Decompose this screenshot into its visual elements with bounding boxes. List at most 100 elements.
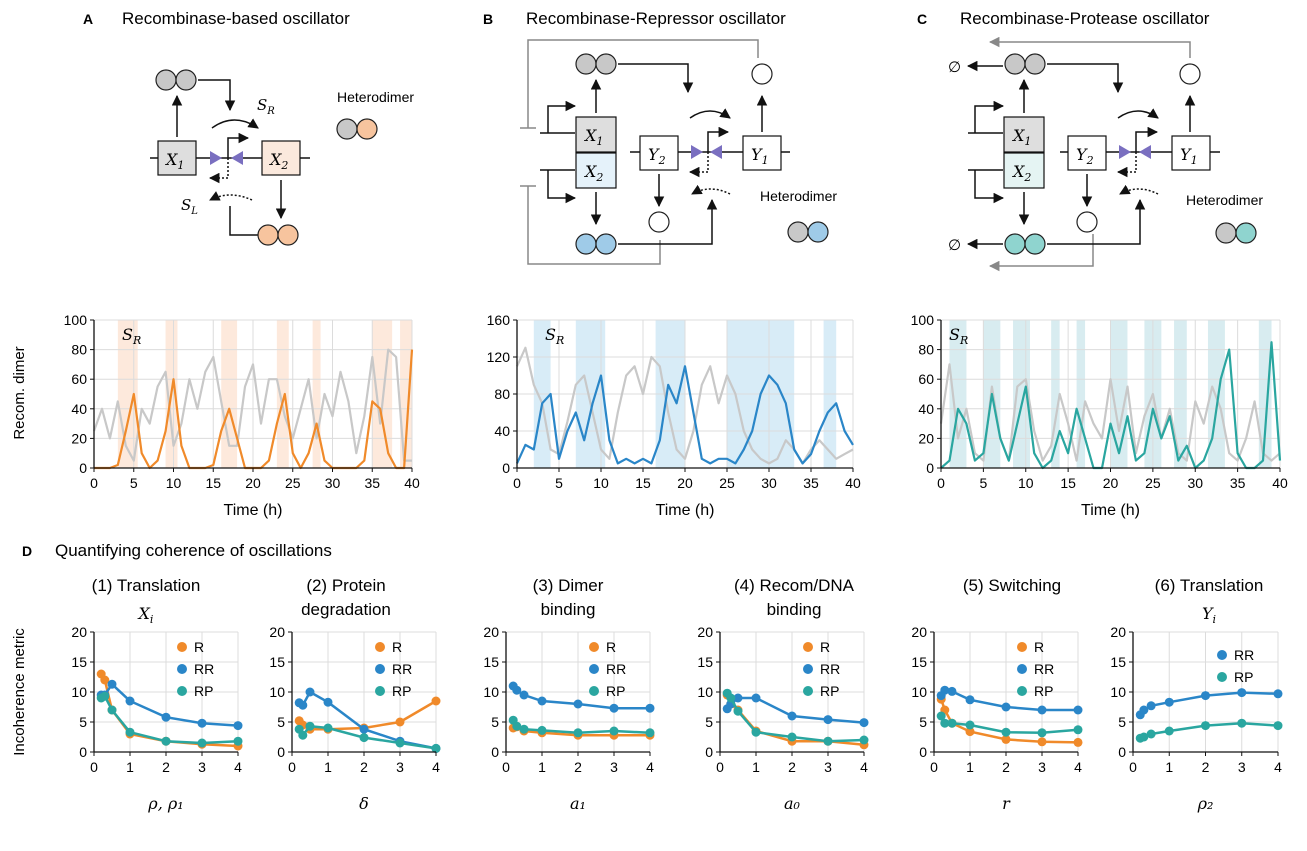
data-point-RP [1001,727,1011,737]
panel-letter-d: D [22,543,32,559]
series-line-blue [515,365,854,465]
svg-text:Y2: Y2 [648,145,666,167]
panel-letter-a: A [83,11,93,27]
y-tick-label: 15 [269,654,285,670]
x-tick-label: 2 [1202,759,1210,775]
x-tick-label: 3 [824,759,832,775]
x-tick-label: 30 [325,475,341,491]
data-point-RR [1073,705,1083,715]
panel-title-c: Recombinase-Protease oscillator [960,9,1210,28]
subplot-title: (2) Protein [306,576,385,595]
shaded-interval [221,320,238,468]
legend-label-RP: RP [820,683,839,699]
y-tick-label: 5 [79,714,87,730]
y-tick-label: 100 [911,312,935,328]
x-tick-label: 1 [752,759,760,775]
data-point-RP [359,733,369,743]
x-tick-label: 0 [1129,759,1137,775]
x-tick-label: 3 [198,759,206,775]
x-tick-label: 30 [1187,475,1203,491]
subplot-title: (6) Translation [1155,576,1264,595]
data-point-RP [107,705,117,715]
subplot-title-line2: binding [767,600,822,619]
x-tick-label: 4 [1074,759,1082,775]
legend-marker-RR [177,664,187,674]
data-point-R [431,696,441,706]
y-tick-label: 5 [1118,714,1126,730]
y-tick-label: 80 [494,386,510,402]
data-point-RP [645,728,655,738]
time-series-c: 0 20 40 60 80 100 0 5 10 15 20 25 30 35 40 Time (h) SR [911,312,1288,519]
y-tick-label: 10 [483,684,499,700]
y-tick-label: 5 [919,714,927,730]
data-point-RR [1037,705,1047,715]
data-point-RP [197,738,207,748]
panel-title-d: Quantifying coherence of oscillations [55,541,332,560]
x-axis-label: δ [359,794,369,813]
heterodimer-icon [336,118,358,140]
data-point-R [100,675,110,685]
data-point-RR [787,711,797,721]
legend-marker-R [589,642,599,652]
data-point-RP [859,735,869,745]
x-tick-label: 10 [166,475,182,491]
data-point-RP [1273,721,1283,731]
x-tick-label: 40 [404,475,420,491]
legend-label-RP: RP [1234,669,1253,685]
x-tick-label: 20 [245,475,261,491]
data-point-RR [751,693,761,703]
heterodimer-label-a: Heterodimer [337,89,414,105]
svg-text:Y2: Y2 [1076,145,1094,167]
panel-title-a: Recombinase-based oscillator [122,9,350,28]
x-tick-label: 0 [502,759,510,775]
y-tick-label: 20 [1110,624,1126,640]
data-point-RR [1164,697,1174,707]
x-tick-label: 5 [555,475,563,491]
data-point-RP [125,727,135,737]
y-tick-label: 80 [918,342,934,358]
data-point-RR [965,695,975,705]
series-line-gray [92,348,412,462]
y-tick-label: 0 [277,744,285,760]
y-tick-label: 60 [918,371,934,387]
x-tick-label: 1 [126,759,134,775]
data-point-RP [519,724,529,734]
legend-marker-RR [1017,664,1027,674]
shaded-interval [1051,320,1060,468]
metric-ylabel: Incoherence metric [11,628,28,756]
x-tick-label: 4 [646,759,654,775]
time-series-a: 0 20 40 60 80 100 0 5 10 15 20 25 30 35 40 Time (h) SR [64,312,420,519]
x-tick-label: 25 [1145,475,1161,491]
legend-marker-RP [803,686,813,696]
x-tick-label: 3 [396,759,404,775]
data-point-R [965,727,975,737]
data-point-RR [1146,701,1156,711]
data-point-RP [1139,732,1149,742]
data-point-RR [519,690,529,700]
data-point-RR [233,721,243,731]
data-point-RP [751,727,761,737]
y-tick-label: 15 [697,654,713,670]
svg-text:X2: X2 [1011,162,1031,184]
x-axis-label: a₀ [784,794,801,813]
y-tick-label: 20 [483,624,499,640]
x-tick-label: 2 [1002,759,1010,775]
panel-title-b: Recombinase-Repressor oscillator [526,9,786,28]
gene-x1-label: X1 [164,150,184,172]
y-tick-label: 40 [918,401,934,417]
data-point-RP [936,711,946,721]
y-tick-label: 160 [487,312,511,328]
x-tick-label: 1 [324,759,332,775]
data-point-RP [1073,725,1083,735]
legend-marker-R [1017,642,1027,652]
x-tick-label: 35 [803,475,819,491]
data-point-RR [1201,691,1210,701]
data-point-RP [609,726,619,736]
data-point-R [1037,737,1047,747]
subplot-title: (1) Translation [92,576,201,595]
data-point-RR [1001,702,1011,712]
data-point-R [395,717,405,727]
